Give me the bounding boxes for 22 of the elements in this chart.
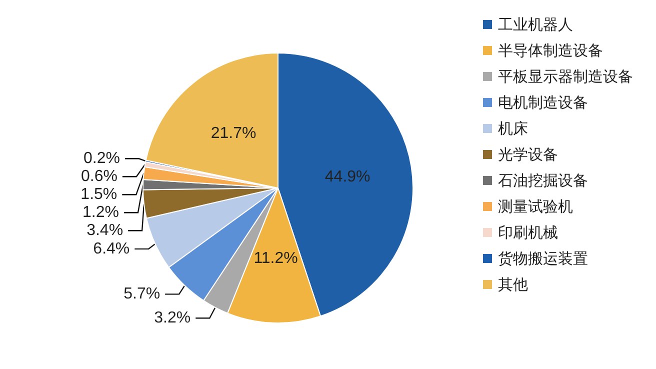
legend-label: 电机制造设备 (498, 94, 588, 112)
legend-label: 工业机器人 (498, 16, 573, 34)
legend-label: 石油挖掘设备 (498, 172, 588, 190)
data-label: 21.7% (210, 124, 256, 142)
data-label: 11.2% (254, 250, 298, 267)
legend-label: 平板显示器制造设备 (498, 68, 633, 86)
legend-label: 半导体制造设备 (498, 42, 603, 60)
legend-label: 测量试验机 (498, 198, 573, 216)
legend-label: 印刷机械 (498, 224, 558, 242)
data-label: 1.2% (82, 204, 119, 222)
legend-label: 其他 (498, 276, 528, 294)
data-label: 0.6% (80, 168, 118, 186)
data-label: 3.2% (154, 310, 191, 327)
data-label: 0.2% (83, 150, 120, 168)
data-label: 1.5% (80, 186, 118, 204)
data-label: 5.7% (124, 286, 160, 303)
data-label: 3.4% (86, 222, 124, 240)
legend-label: 机床 (498, 120, 528, 138)
data-label: 44.9% (324, 168, 370, 186)
legend-label: 光学设备 (498, 146, 558, 164)
legend-label: 货物搬运装置 (498, 250, 588, 268)
data-label: 6.4% (93, 240, 130, 258)
